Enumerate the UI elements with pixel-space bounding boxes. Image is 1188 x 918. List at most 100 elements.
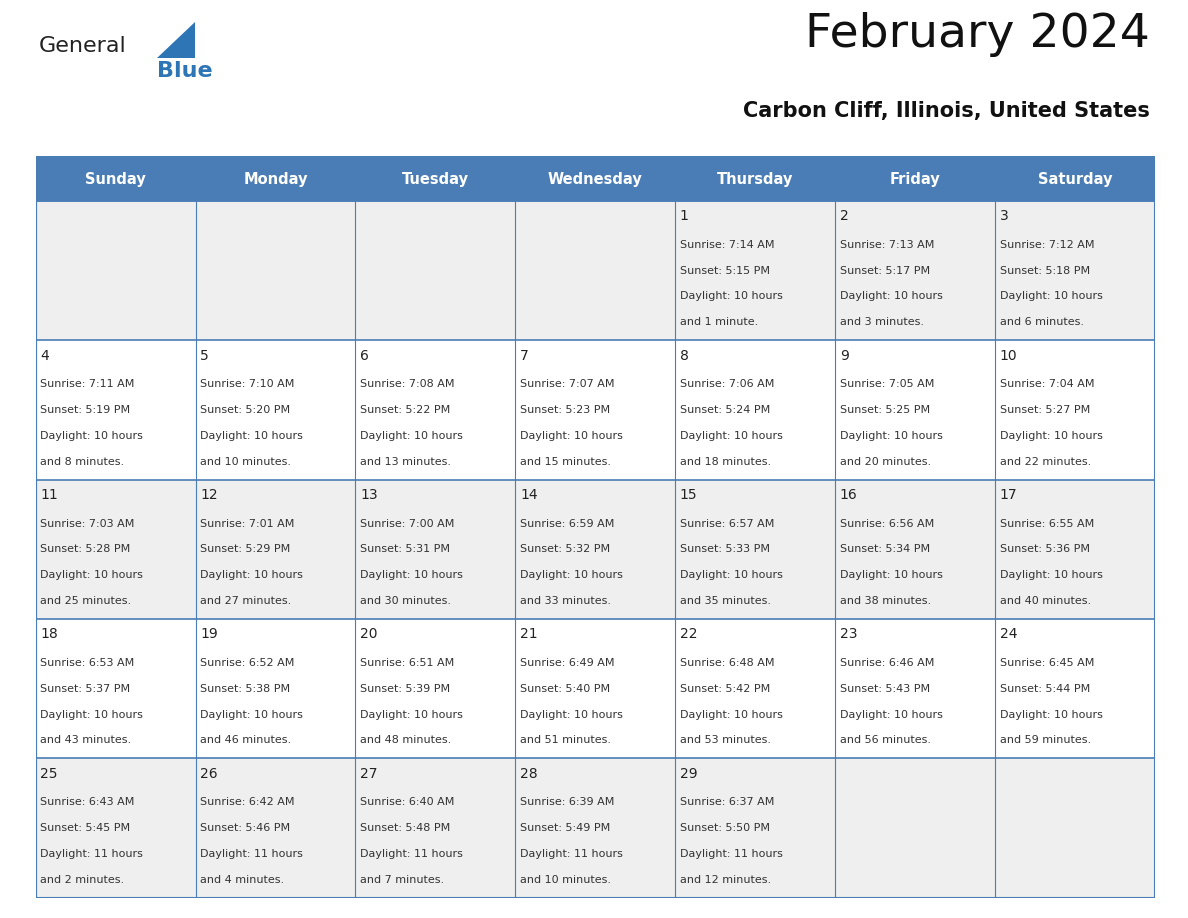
Text: Daylight: 10 hours: Daylight: 10 hours bbox=[40, 431, 144, 441]
Text: 19: 19 bbox=[201, 627, 219, 642]
Text: Daylight: 10 hours: Daylight: 10 hours bbox=[680, 570, 783, 580]
Bar bbox=[675, 201, 835, 341]
Text: Daylight: 10 hours: Daylight: 10 hours bbox=[840, 710, 942, 720]
Text: Sunrise: 6:51 AM: Sunrise: 6:51 AM bbox=[360, 658, 455, 668]
Text: Sunset: 5:15 PM: Sunset: 5:15 PM bbox=[680, 265, 770, 275]
Text: 23: 23 bbox=[840, 627, 858, 642]
Bar bbox=[675, 758, 835, 898]
Text: and 3 minutes.: and 3 minutes. bbox=[840, 318, 924, 327]
Text: Carbon Cliff, Illinois, United States: Carbon Cliff, Illinois, United States bbox=[744, 101, 1150, 120]
Text: Sunset: 5:27 PM: Sunset: 5:27 PM bbox=[999, 405, 1089, 415]
Text: and 40 minutes.: and 40 minutes. bbox=[999, 596, 1091, 606]
Text: Sunrise: 6:49 AM: Sunrise: 6:49 AM bbox=[520, 658, 614, 668]
Bar bbox=[994, 158, 1155, 201]
Text: Sunrise: 7:01 AM: Sunrise: 7:01 AM bbox=[201, 519, 295, 529]
Text: 27: 27 bbox=[360, 767, 378, 781]
Text: Daylight: 11 hours: Daylight: 11 hours bbox=[201, 849, 303, 859]
Text: Thursday: Thursday bbox=[716, 172, 794, 187]
Text: Sunrise: 6:59 AM: Sunrise: 6:59 AM bbox=[520, 519, 614, 529]
Text: Sunset: 5:38 PM: Sunset: 5:38 PM bbox=[201, 684, 290, 694]
Text: Daylight: 10 hours: Daylight: 10 hours bbox=[680, 710, 783, 720]
Text: Daylight: 10 hours: Daylight: 10 hours bbox=[360, 431, 463, 441]
Text: Sunrise: 7:12 AM: Sunrise: 7:12 AM bbox=[999, 240, 1094, 250]
Text: Sunset: 5:19 PM: Sunset: 5:19 PM bbox=[40, 405, 131, 415]
Text: Daylight: 10 hours: Daylight: 10 hours bbox=[840, 291, 942, 301]
Text: 15: 15 bbox=[680, 488, 697, 502]
Text: Sunrise: 6:39 AM: Sunrise: 6:39 AM bbox=[520, 798, 614, 808]
Text: Daylight: 10 hours: Daylight: 10 hours bbox=[40, 570, 144, 580]
Text: and 6 minutes.: and 6 minutes. bbox=[999, 318, 1083, 327]
Text: Sunset: 5:25 PM: Sunset: 5:25 PM bbox=[840, 405, 930, 415]
Bar bbox=[516, 158, 675, 201]
Text: Sunrise: 7:11 AM: Sunrise: 7:11 AM bbox=[40, 379, 134, 389]
Text: Daylight: 10 hours: Daylight: 10 hours bbox=[520, 570, 623, 580]
Bar bbox=[196, 479, 355, 619]
Bar bbox=[355, 341, 516, 479]
Text: Sunrise: 7:04 AM: Sunrise: 7:04 AM bbox=[999, 379, 1094, 389]
Text: Sunset: 5:42 PM: Sunset: 5:42 PM bbox=[680, 684, 770, 694]
Text: Sunrise: 6:43 AM: Sunrise: 6:43 AM bbox=[40, 798, 134, 808]
Polygon shape bbox=[157, 22, 195, 58]
Bar bbox=[355, 758, 516, 898]
Bar bbox=[675, 479, 835, 619]
Bar bbox=[516, 619, 675, 758]
Text: 11: 11 bbox=[40, 488, 58, 502]
Text: Sunrise: 7:14 AM: Sunrise: 7:14 AM bbox=[680, 240, 775, 250]
Bar bbox=[675, 619, 835, 758]
Text: Sunset: 5:29 PM: Sunset: 5:29 PM bbox=[201, 544, 291, 554]
Text: and 22 minutes.: and 22 minutes. bbox=[999, 456, 1091, 466]
Text: and 25 minutes.: and 25 minutes. bbox=[40, 596, 132, 606]
Text: 26: 26 bbox=[201, 767, 217, 781]
Text: and 59 minutes.: and 59 minutes. bbox=[999, 735, 1091, 745]
Text: Daylight: 10 hours: Daylight: 10 hours bbox=[360, 570, 463, 580]
Text: Sunset: 5:18 PM: Sunset: 5:18 PM bbox=[999, 265, 1089, 275]
Bar bbox=[36, 758, 196, 898]
Text: Daylight: 10 hours: Daylight: 10 hours bbox=[999, 431, 1102, 441]
Bar bbox=[196, 619, 355, 758]
Text: Sunset: 5:23 PM: Sunset: 5:23 PM bbox=[520, 405, 611, 415]
Text: 24: 24 bbox=[999, 627, 1017, 642]
Text: and 13 minutes.: and 13 minutes. bbox=[360, 456, 451, 466]
Text: Monday: Monday bbox=[244, 172, 308, 187]
Bar bbox=[516, 201, 675, 341]
Text: Sunset: 5:37 PM: Sunset: 5:37 PM bbox=[40, 684, 131, 694]
Bar bbox=[994, 479, 1155, 619]
Text: General: General bbox=[39, 36, 127, 56]
Text: Sunrise: 7:07 AM: Sunrise: 7:07 AM bbox=[520, 379, 614, 389]
Text: Daylight: 10 hours: Daylight: 10 hours bbox=[520, 710, 623, 720]
Text: Daylight: 10 hours: Daylight: 10 hours bbox=[201, 431, 303, 441]
Text: Tuesday: Tuesday bbox=[402, 172, 469, 187]
Text: Sunset: 5:45 PM: Sunset: 5:45 PM bbox=[40, 823, 131, 834]
Text: Sunrise: 7:13 AM: Sunrise: 7:13 AM bbox=[840, 240, 934, 250]
Bar bbox=[196, 758, 355, 898]
Text: and 18 minutes.: and 18 minutes. bbox=[680, 456, 771, 466]
Text: Saturday: Saturday bbox=[1037, 172, 1112, 187]
Bar bbox=[36, 619, 196, 758]
Text: Daylight: 11 hours: Daylight: 11 hours bbox=[40, 849, 144, 859]
Text: and 33 minutes.: and 33 minutes. bbox=[520, 596, 611, 606]
Bar bbox=[835, 158, 994, 201]
Text: 2: 2 bbox=[840, 209, 848, 223]
Text: 9: 9 bbox=[840, 349, 848, 363]
Text: Daylight: 10 hours: Daylight: 10 hours bbox=[201, 570, 303, 580]
Text: Sunrise: 6:37 AM: Sunrise: 6:37 AM bbox=[680, 798, 775, 808]
Text: Sunrise: 7:08 AM: Sunrise: 7:08 AM bbox=[360, 379, 455, 389]
Bar bbox=[355, 619, 516, 758]
Text: Sunset: 5:24 PM: Sunset: 5:24 PM bbox=[680, 405, 770, 415]
Text: 25: 25 bbox=[40, 767, 58, 781]
Text: Sunset: 5:34 PM: Sunset: 5:34 PM bbox=[840, 544, 930, 554]
Bar bbox=[516, 758, 675, 898]
Bar bbox=[196, 341, 355, 479]
Text: Sunrise: 6:45 AM: Sunrise: 6:45 AM bbox=[999, 658, 1094, 668]
Text: Daylight: 10 hours: Daylight: 10 hours bbox=[999, 710, 1102, 720]
Text: and 48 minutes.: and 48 minutes. bbox=[360, 735, 451, 745]
Text: Daylight: 11 hours: Daylight: 11 hours bbox=[680, 849, 783, 859]
Text: 22: 22 bbox=[680, 627, 697, 642]
Text: 8: 8 bbox=[680, 349, 689, 363]
Bar bbox=[835, 341, 994, 479]
Text: 1: 1 bbox=[680, 209, 689, 223]
Text: 14: 14 bbox=[520, 488, 538, 502]
Text: Daylight: 10 hours: Daylight: 10 hours bbox=[40, 710, 144, 720]
Text: Sunset: 5:50 PM: Sunset: 5:50 PM bbox=[680, 823, 770, 834]
Text: and 2 minutes.: and 2 minutes. bbox=[40, 875, 125, 885]
